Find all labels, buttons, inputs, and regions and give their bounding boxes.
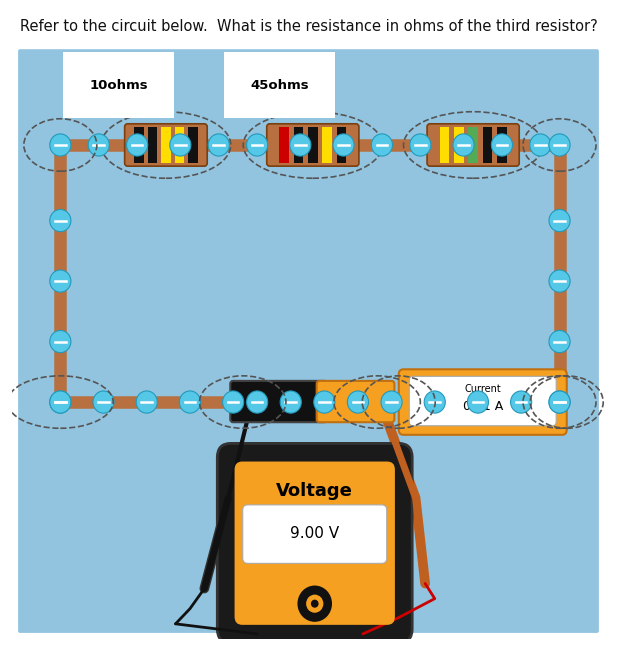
Circle shape <box>93 391 114 413</box>
FancyBboxPatch shape <box>317 381 394 422</box>
FancyBboxPatch shape <box>242 505 387 563</box>
Circle shape <box>208 134 230 156</box>
FancyBboxPatch shape <box>217 443 412 643</box>
Circle shape <box>297 585 332 622</box>
Circle shape <box>549 134 570 156</box>
Circle shape <box>381 391 402 413</box>
Circle shape <box>247 391 268 413</box>
Circle shape <box>280 391 301 413</box>
Text: 9.00 V: 9.00 V <box>290 526 339 541</box>
Bar <box>294 127 303 163</box>
Circle shape <box>50 391 71 413</box>
Circle shape <box>549 391 570 413</box>
Circle shape <box>290 134 311 156</box>
Circle shape <box>50 270 71 292</box>
Circle shape <box>549 391 570 413</box>
Text: 10ohms: 10ohms <box>89 78 147 91</box>
Circle shape <box>306 595 323 613</box>
FancyBboxPatch shape <box>234 462 395 625</box>
Text: Current: Current <box>465 384 501 394</box>
Circle shape <box>170 134 191 156</box>
Text: 45ohms: 45ohms <box>251 78 309 91</box>
Bar <box>188 127 197 163</box>
Bar <box>147 127 157 163</box>
Circle shape <box>88 134 109 156</box>
FancyBboxPatch shape <box>18 49 599 633</box>
FancyBboxPatch shape <box>409 376 556 426</box>
Circle shape <box>530 134 551 156</box>
Circle shape <box>136 391 157 413</box>
FancyBboxPatch shape <box>267 124 359 166</box>
Circle shape <box>549 331 570 353</box>
Text: 0.11 A: 0.11 A <box>463 400 503 413</box>
Bar <box>161 127 171 163</box>
FancyBboxPatch shape <box>230 381 327 422</box>
Bar <box>337 127 346 163</box>
Circle shape <box>468 391 489 413</box>
Circle shape <box>247 134 268 156</box>
Bar <box>454 127 463 163</box>
Circle shape <box>311 600 318 608</box>
Circle shape <box>50 331 71 353</box>
Circle shape <box>410 134 431 156</box>
Circle shape <box>549 270 570 292</box>
Circle shape <box>371 134 392 156</box>
Circle shape <box>50 391 71 413</box>
Bar <box>175 127 184 163</box>
Text: Refer to the circuit below.  What is the resistance in ohms of the third resisto: Refer to the circuit below. What is the … <box>20 19 597 34</box>
Bar <box>439 127 449 163</box>
Circle shape <box>180 391 201 413</box>
Bar <box>280 127 289 163</box>
Circle shape <box>333 134 354 156</box>
Circle shape <box>453 134 474 156</box>
Circle shape <box>223 391 244 413</box>
Bar <box>308 127 318 163</box>
Circle shape <box>424 391 445 413</box>
Text: Voltage: Voltage <box>276 482 353 500</box>
Bar <box>323 127 332 163</box>
Circle shape <box>549 209 570 231</box>
FancyBboxPatch shape <box>427 124 520 166</box>
FancyBboxPatch shape <box>399 369 567 435</box>
Bar <box>497 127 507 163</box>
Bar <box>468 127 478 163</box>
Circle shape <box>314 391 335 413</box>
Circle shape <box>491 134 513 156</box>
Circle shape <box>50 134 71 156</box>
Circle shape <box>126 134 147 156</box>
Bar <box>482 127 492 163</box>
Circle shape <box>511 391 532 413</box>
FancyBboxPatch shape <box>125 124 207 166</box>
Bar <box>135 127 144 163</box>
Circle shape <box>50 209 71 231</box>
Circle shape <box>347 391 368 413</box>
